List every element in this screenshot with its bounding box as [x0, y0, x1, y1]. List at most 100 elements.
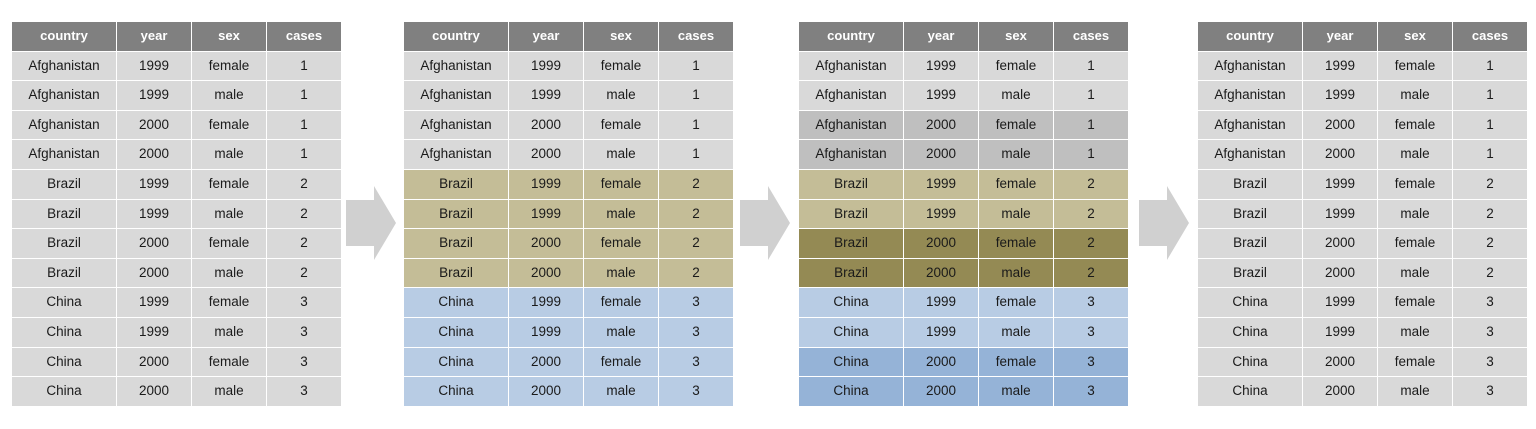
- table-cell-year: 1999: [904, 317, 978, 347]
- table-cell-year: 2000: [117, 229, 191, 258]
- table-cell-sex: female: [584, 347, 658, 377]
- table-cell-sex: male: [192, 199, 266, 229]
- table-cell-year: 2000: [117, 347, 191, 377]
- column-header: cases: [267, 22, 341, 51]
- table-cell-year: 1999: [904, 81, 978, 110]
- table-cell-country: Afghanistan: [12, 110, 116, 140]
- table-cell-year: 1999: [117, 317, 191, 347]
- table-cell-cases: 2: [1453, 199, 1527, 229]
- table-cell-country: Afghanistan: [799, 140, 903, 169]
- table-cell-sex: male: [1378, 81, 1452, 110]
- table-cell-year: 1999: [904, 199, 978, 229]
- table-cell-year: 2000: [1303, 140, 1377, 169]
- table-cell-country: Brazil: [404, 258, 508, 288]
- table-cell-sex: female: [1378, 229, 1452, 258]
- table-cell-country: Afghanistan: [12, 140, 116, 169]
- table-cell-country: Afghanistan: [799, 81, 903, 110]
- table-cell-cases: 1: [267, 51, 341, 81]
- table-cell-sex: female: [192, 347, 266, 377]
- table-cell-year: 1999: [509, 199, 583, 229]
- table-cell-year: 2000: [904, 258, 978, 288]
- table-cell-country: Afghanistan: [12, 81, 116, 110]
- table-cell-sex: male: [1378, 258, 1452, 288]
- table-cell-sex: female: [1378, 288, 1452, 317]
- column-header: sex: [192, 22, 266, 51]
- table-cell-cases: 1: [659, 51, 733, 81]
- table-cell-sex: male: [1378, 140, 1452, 169]
- table-cell-year: 1999: [509, 81, 583, 110]
- table-cell-sex: female: [979, 347, 1053, 377]
- table-cell-cases: 2: [1054, 229, 1128, 258]
- table-cell-sex: female: [1378, 51, 1452, 81]
- table-cell-cases: 3: [1453, 317, 1527, 347]
- table-cell-cases: 3: [659, 347, 733, 377]
- table-cell-country: China: [799, 377, 903, 406]
- table-cell-sex: male: [1378, 317, 1452, 347]
- table-cell-year: 1999: [117, 199, 191, 229]
- table-cell-sex: male: [979, 140, 1053, 169]
- table-cell-cases: 3: [1054, 347, 1128, 377]
- table-cell-sex: male: [979, 317, 1053, 347]
- table-cell-cases: 1: [1054, 110, 1128, 140]
- column-header: sex: [979, 22, 1053, 51]
- table-cell-year: 2000: [117, 110, 191, 140]
- table-cell-year: 1999: [904, 51, 978, 81]
- table-cell-country: China: [1198, 347, 1302, 377]
- table-cell-cases: 3: [1054, 288, 1128, 317]
- table-cell-sex: female: [192, 169, 266, 199]
- table-cell-year: 1999: [509, 51, 583, 81]
- table-cell-sex: male: [1378, 377, 1452, 406]
- table-cell-year: 2000: [1303, 377, 1377, 406]
- table-cell-cases: 3: [1453, 377, 1527, 406]
- table-cell-country: Afghanistan: [1198, 140, 1302, 169]
- table-cell-country: China: [1198, 317, 1302, 347]
- table-cell-country: China: [799, 347, 903, 377]
- table-cell-sex: male: [584, 317, 658, 347]
- table-cell-cases: 3: [659, 288, 733, 317]
- column-header: cases: [1054, 22, 1128, 51]
- table-cell-year: 1999: [117, 81, 191, 110]
- table-cell-sex: female: [979, 51, 1053, 81]
- table-cell-year: 2000: [904, 377, 978, 406]
- table-cell-year: 1999: [1303, 288, 1377, 317]
- table-cell-sex: female: [584, 229, 658, 258]
- table-cell-country: Brazil: [404, 229, 508, 258]
- table-cell-year: 2000: [509, 229, 583, 258]
- column-header: country: [12, 22, 116, 51]
- table-cell-cases: 1: [659, 110, 733, 140]
- table-cell-sex: male: [192, 377, 266, 406]
- table-cell-year: 1999: [117, 51, 191, 81]
- table-cell-year: 1999: [904, 169, 978, 199]
- table-cell-year: 1999: [509, 288, 583, 317]
- table-cell-cases: 2: [1054, 169, 1128, 199]
- table-cell-sex: female: [192, 288, 266, 317]
- table-cell-year: 1999: [1303, 317, 1377, 347]
- table-cell-cases: 2: [1453, 169, 1527, 199]
- column-header: cases: [659, 22, 733, 51]
- table-cell-sex: female: [1378, 169, 1452, 199]
- table-cell-year: 1999: [509, 317, 583, 347]
- table-cell-sex: female: [584, 288, 658, 317]
- table-cell-country: Afghanistan: [12, 51, 116, 81]
- arrow-right-icon: [1139, 186, 1189, 260]
- table-cell-sex: female: [192, 110, 266, 140]
- table-cell-cases: 2: [659, 169, 733, 199]
- table-cell-cases: 3: [1453, 347, 1527, 377]
- table-cell-year: 2000: [1303, 347, 1377, 377]
- table-cell-year: 2000: [117, 258, 191, 288]
- table-cell-country: China: [799, 288, 903, 317]
- table-cell-year: 2000: [1303, 110, 1377, 140]
- table-cell-year: 2000: [1303, 229, 1377, 258]
- table-cell-cases: 1: [1453, 81, 1527, 110]
- table-cell-cases: 1: [1054, 81, 1128, 110]
- table-cell-cases: 2: [659, 229, 733, 258]
- table-cell-cases: 2: [267, 199, 341, 229]
- table-cell-cases: 2: [659, 199, 733, 229]
- table-cell-country: Afghanistan: [404, 81, 508, 110]
- table-cell-country: Afghanistan: [1198, 51, 1302, 81]
- table-cell-sex: male: [584, 199, 658, 229]
- table-cell-sex: female: [979, 169, 1053, 199]
- table-grouped-country-year: country year sex cases Afghanistan 1999 female…: [799, 22, 1128, 406]
- table-cell-sex: male: [192, 258, 266, 288]
- table-cell-sex: female: [584, 110, 658, 140]
